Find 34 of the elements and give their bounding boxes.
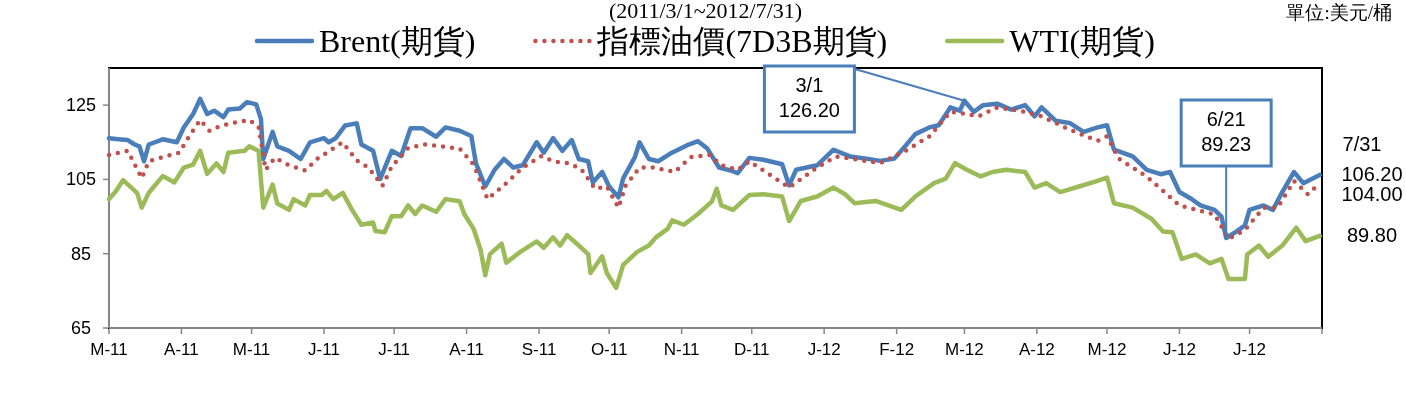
- text: 單位:美元/桶: [1286, 2, 1392, 23]
- x-tick-label: M-12: [945, 340, 984, 359]
- x-tick-label: O-11: [590, 340, 628, 359]
- y-tick-label: 105: [65, 169, 97, 190]
- callout: 3/1 126.20: [762, 64, 966, 134]
- callout: 6/21 89.23: [1179, 98, 1273, 239]
- annotation: 106.20: [1341, 162, 1403, 185]
- legend-label: Brent(期貨): [319, 23, 476, 59]
- y-tick-label: 65: [70, 318, 92, 338]
- y-tick-label: 125: [65, 95, 97, 116]
- legend-label: 指標油價(7D3B期貨): [596, 23, 888, 59]
- y-tick-label: 85: [70, 243, 92, 264]
- annotation: 104.00: [1341, 182, 1403, 205]
- x-tick-label: J-11: [308, 340, 340, 359]
- legend-label: WTI(期貨): [1009, 23, 1155, 59]
- x-tick-label: M-11: [90, 340, 128, 359]
- x-tick-label: D-11: [733, 340, 770, 359]
- annotation: 3/1 126.20: [778, 74, 840, 121]
- x-tick-label: J-12: [1233, 340, 1267, 359]
- annotation: 6/21 89.23: [1201, 108, 1252, 155]
- x-tick-label: A-11: [449, 340, 484, 359]
- x-tick-label: S-11: [521, 340, 557, 359]
- x-tick-label: N-11: [663, 340, 700, 359]
- x-tick-label: J-12: [1162, 340, 1196, 359]
- x-tick-label: J-12: [807, 340, 841, 359]
- x-tick-label: F-12: [879, 340, 915, 359]
- chart-subtitle: (2011/3/1~2012/7/31): [608, 0, 803, 23]
- x-tick-label: M-11: [232, 340, 271, 359]
- x-tick-label: A-11: [164, 340, 199, 359]
- x-tick-label: A-12: [1018, 340, 1055, 359]
- text: 7/31: [1342, 132, 1382, 155]
- x-tick-label: J-11: [378, 340, 411, 359]
- x-tick-label: M-12: [1087, 340, 1127, 359]
- annotation: 89.80: [1346, 223, 1398, 246]
